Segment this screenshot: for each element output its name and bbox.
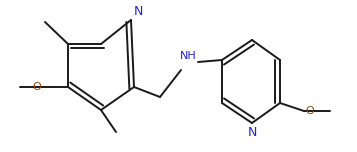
Text: NH: NH bbox=[180, 51, 196, 61]
Text: O: O bbox=[32, 82, 41, 92]
Text: N: N bbox=[247, 126, 257, 139]
Text: N: N bbox=[134, 5, 144, 18]
Text: O: O bbox=[305, 106, 314, 116]
